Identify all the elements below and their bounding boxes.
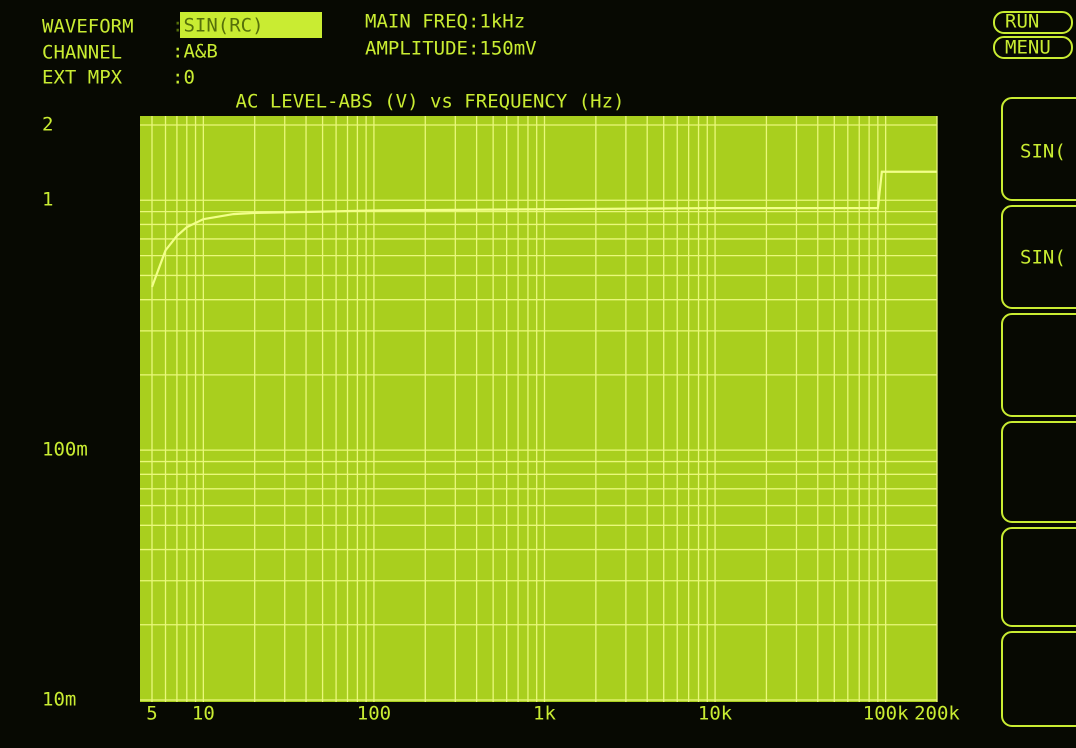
softkey[interactable] xyxy=(1001,97,1076,201)
channel-label: CHANNEL xyxy=(42,42,122,64)
waveform-label: WAVEFORM xyxy=(42,16,134,38)
x-tick-label: 10 xyxy=(192,703,215,725)
softkey[interactable] xyxy=(1001,205,1076,309)
highlight xyxy=(180,12,322,38)
data-line xyxy=(150,170,937,288)
waveform-value: :SIN(RC) xyxy=(172,15,264,37)
main-freq: MAIN FREQ:1kHz xyxy=(365,11,525,33)
x-tick-label: 100k xyxy=(863,703,909,725)
y-tick-label: 2 xyxy=(42,114,53,136)
menu-label[interactable]: MENU xyxy=(1005,37,1051,59)
ext-mpx-label: EXT MPX xyxy=(42,67,123,89)
x-tick-label: 1k xyxy=(533,703,556,725)
run-button[interactable] xyxy=(993,11,1073,34)
softkey[interactable] xyxy=(1001,421,1076,523)
chart-title: AC LEVEL-ABS (V) vs FREQUENCY (Hz) xyxy=(236,91,625,113)
run-label[interactable]: RUN xyxy=(1005,11,1039,33)
softkey-label[interactable]: SIN( xyxy=(1020,141,1066,163)
y-tick-label: 1 xyxy=(42,189,53,211)
channel-value: :A&B xyxy=(172,41,218,63)
x-tick-label: 200k xyxy=(914,703,960,725)
x-tick-label: 5 xyxy=(146,703,157,725)
menu-button[interactable] xyxy=(993,36,1073,59)
plot-area xyxy=(140,116,937,702)
x-tick-label: 100 xyxy=(357,703,391,725)
x-tick-label: 10k xyxy=(698,703,733,725)
y-tick-label: 10m xyxy=(42,689,76,711)
y-tick-label: 100m xyxy=(42,439,88,461)
amplitude: AMPLITUDE:150mV xyxy=(365,38,537,60)
softkey[interactable] xyxy=(1001,631,1076,727)
softkey[interactable] xyxy=(1001,527,1076,627)
softkey-label[interactable]: SIN( xyxy=(1020,247,1066,269)
ext-mpx-value: :0 xyxy=(172,67,195,89)
softkey[interactable] xyxy=(1001,313,1076,417)
